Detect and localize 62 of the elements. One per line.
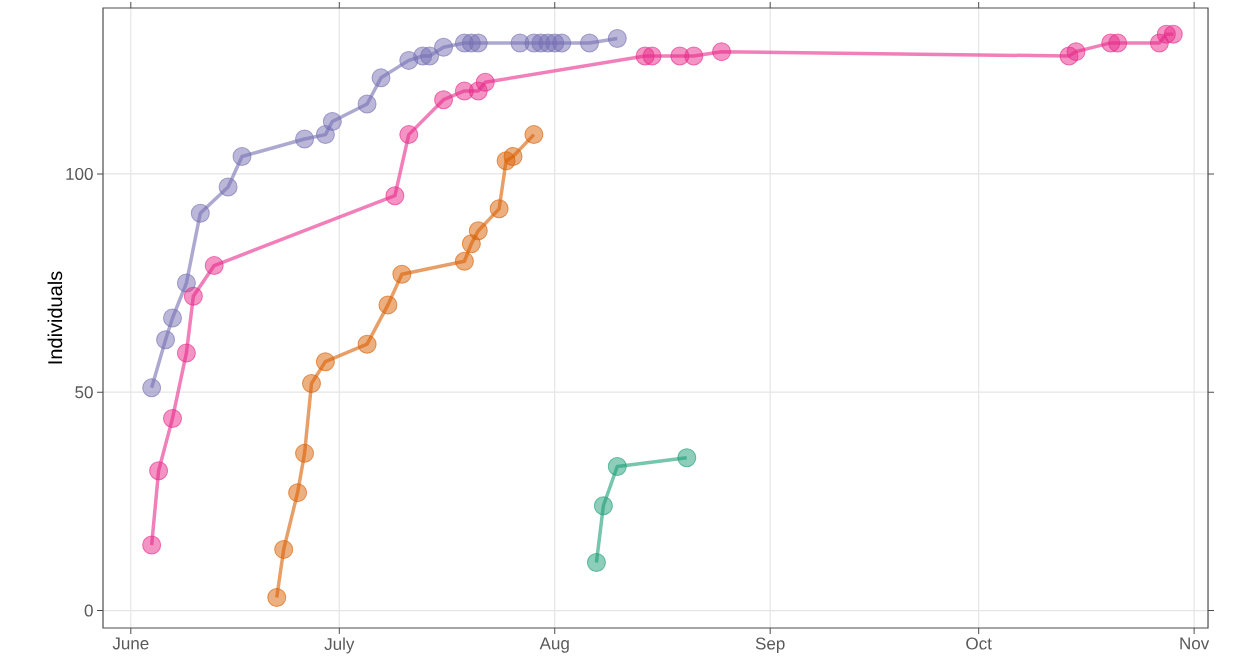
point [434,90,454,110]
point [607,456,627,476]
point [357,334,377,354]
point [552,33,572,53]
point [503,146,523,166]
y-tick-label: 0 [84,604,93,617]
point [142,535,162,555]
point [295,129,315,149]
point [156,330,176,350]
point [357,94,377,114]
point [489,199,509,219]
point [315,125,335,145]
point [1163,24,1183,44]
point [378,295,398,315]
y-axis-title: Individuals [47,271,63,364]
point [468,221,488,241]
point [315,352,335,372]
point [176,273,196,293]
point [149,461,169,481]
point [420,46,440,66]
point [524,125,544,145]
point [684,46,704,66]
y-tick-label: 50 [75,386,93,399]
y-tick-label: 100 [66,167,93,180]
x-tick-label: Oct [966,637,992,650]
point [190,203,210,223]
point [371,68,391,88]
point [677,448,697,468]
x-tick-label: June [112,637,149,650]
point [642,46,662,66]
point [267,587,287,607]
point [1066,42,1086,62]
point [322,112,342,132]
point [579,33,599,53]
point [295,443,315,463]
point [232,146,252,166]
point [302,373,321,393]
point [434,37,454,57]
point [385,186,405,206]
point [204,256,224,276]
point [163,308,182,328]
x-tick-label: Aug [539,637,569,653]
x-tick-label: July [324,637,355,654]
point [183,286,203,306]
point [1108,33,1128,53]
point [454,251,474,271]
point [274,539,294,559]
point [593,496,613,516]
point [712,42,732,62]
x-tick-label: Sep [755,637,785,653]
x-tick-label: Nov [1180,637,1210,650]
point [399,125,419,145]
point [288,483,308,503]
point [218,177,238,197]
point [475,72,495,92]
point [607,29,627,49]
point [142,378,162,398]
point [586,553,606,573]
point [468,33,488,53]
point [392,264,412,284]
point [163,408,182,428]
point [176,343,196,363]
